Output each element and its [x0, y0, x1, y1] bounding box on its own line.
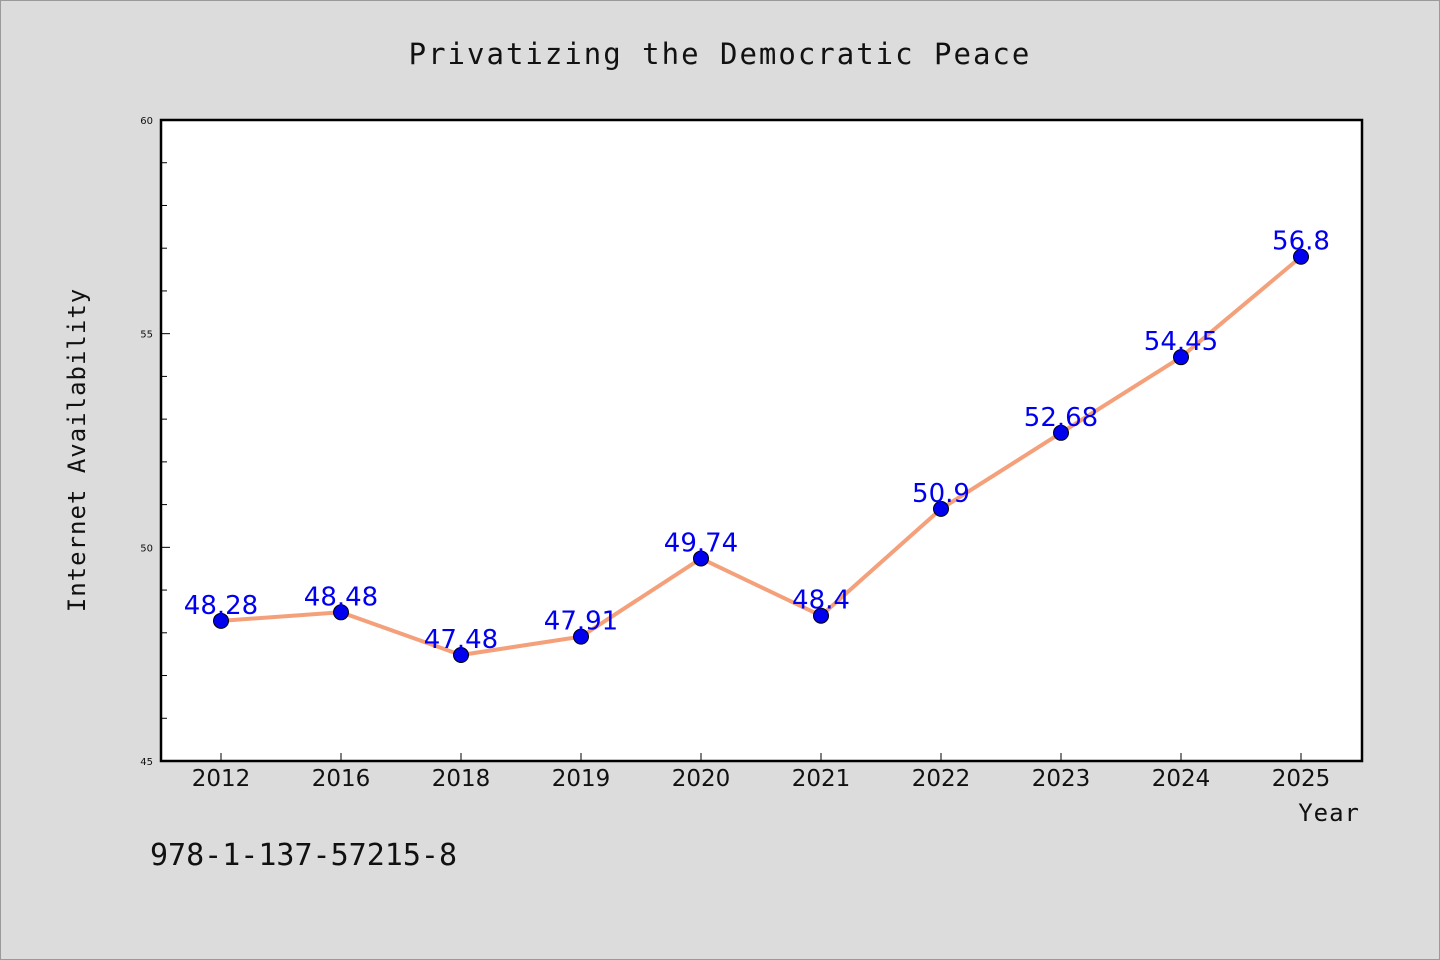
x-tick-label: 2024 [1152, 766, 1211, 792]
data-label: 48.4 [792, 586, 850, 616]
x-tick-label: 2019 [552, 766, 611, 792]
data-point [573, 628, 589, 645]
y-tick-label: 50 [140, 543, 153, 554]
data-point [693, 550, 709, 567]
data-point [213, 612, 229, 629]
data-label: 48.28 [184, 591, 258, 621]
data-point [933, 500, 949, 517]
chart-title: Privatizing the Democratic Peace [409, 37, 1032, 71]
plot-area [159, 118, 1364, 763]
data-point [1293, 248, 1309, 265]
data-label: 47.91 [544, 607, 618, 637]
x-tick-label: 2018 [432, 766, 491, 792]
y-axis-label: Internet Availability [63, 288, 91, 612]
data-label: 52.68 [1024, 403, 1098, 433]
data-label: 54.45 [1144, 327, 1218, 357]
data-point [333, 604, 349, 621]
y-axis: 45 50 55 60 [140, 116, 170, 768]
data-label: 48.48 [304, 582, 378, 612]
x-axis-label: Year [1298, 799, 1360, 827]
y-tick-label: 45 [140, 757, 153, 768]
x-tick-label: 2020 [672, 766, 731, 792]
y-tick-label: 60 [140, 116, 153, 127]
x-tick-label: 2021 [792, 766, 851, 792]
data-label: 47.48 [424, 625, 498, 655]
x-tick-label: 2022 [912, 766, 971, 792]
x-axis: 2012 2016 2018 2019 2020 2021 2022 2023 2024 2025 [192, 753, 1331, 792]
x-tick-label: 2025 [1272, 766, 1331, 792]
data-label: 50.9 [912, 479, 970, 509]
x-tick-label: 2012 [192, 766, 251, 792]
data-label: 56.8 [1272, 227, 1330, 257]
x-tick-label: 2023 [1032, 766, 1091, 792]
y-tick-label: 55 [140, 330, 153, 341]
data-point [1173, 349, 1189, 366]
data-point [813, 607, 829, 624]
x-tick-label: 2016 [312, 766, 371, 792]
data-point [453, 647, 469, 664]
data-points [213, 248, 1309, 664]
data-point [1053, 424, 1069, 441]
isbn-text: 978-1-137-57215-8 [150, 838, 457, 873]
data-label: 49.74 [664, 528, 738, 558]
series-line [219, 254, 1303, 658]
data-labels: 48.28 48.48 47.48 47.91 49.74 48.4 50.9 52.68 54… [184, 227, 1330, 655]
